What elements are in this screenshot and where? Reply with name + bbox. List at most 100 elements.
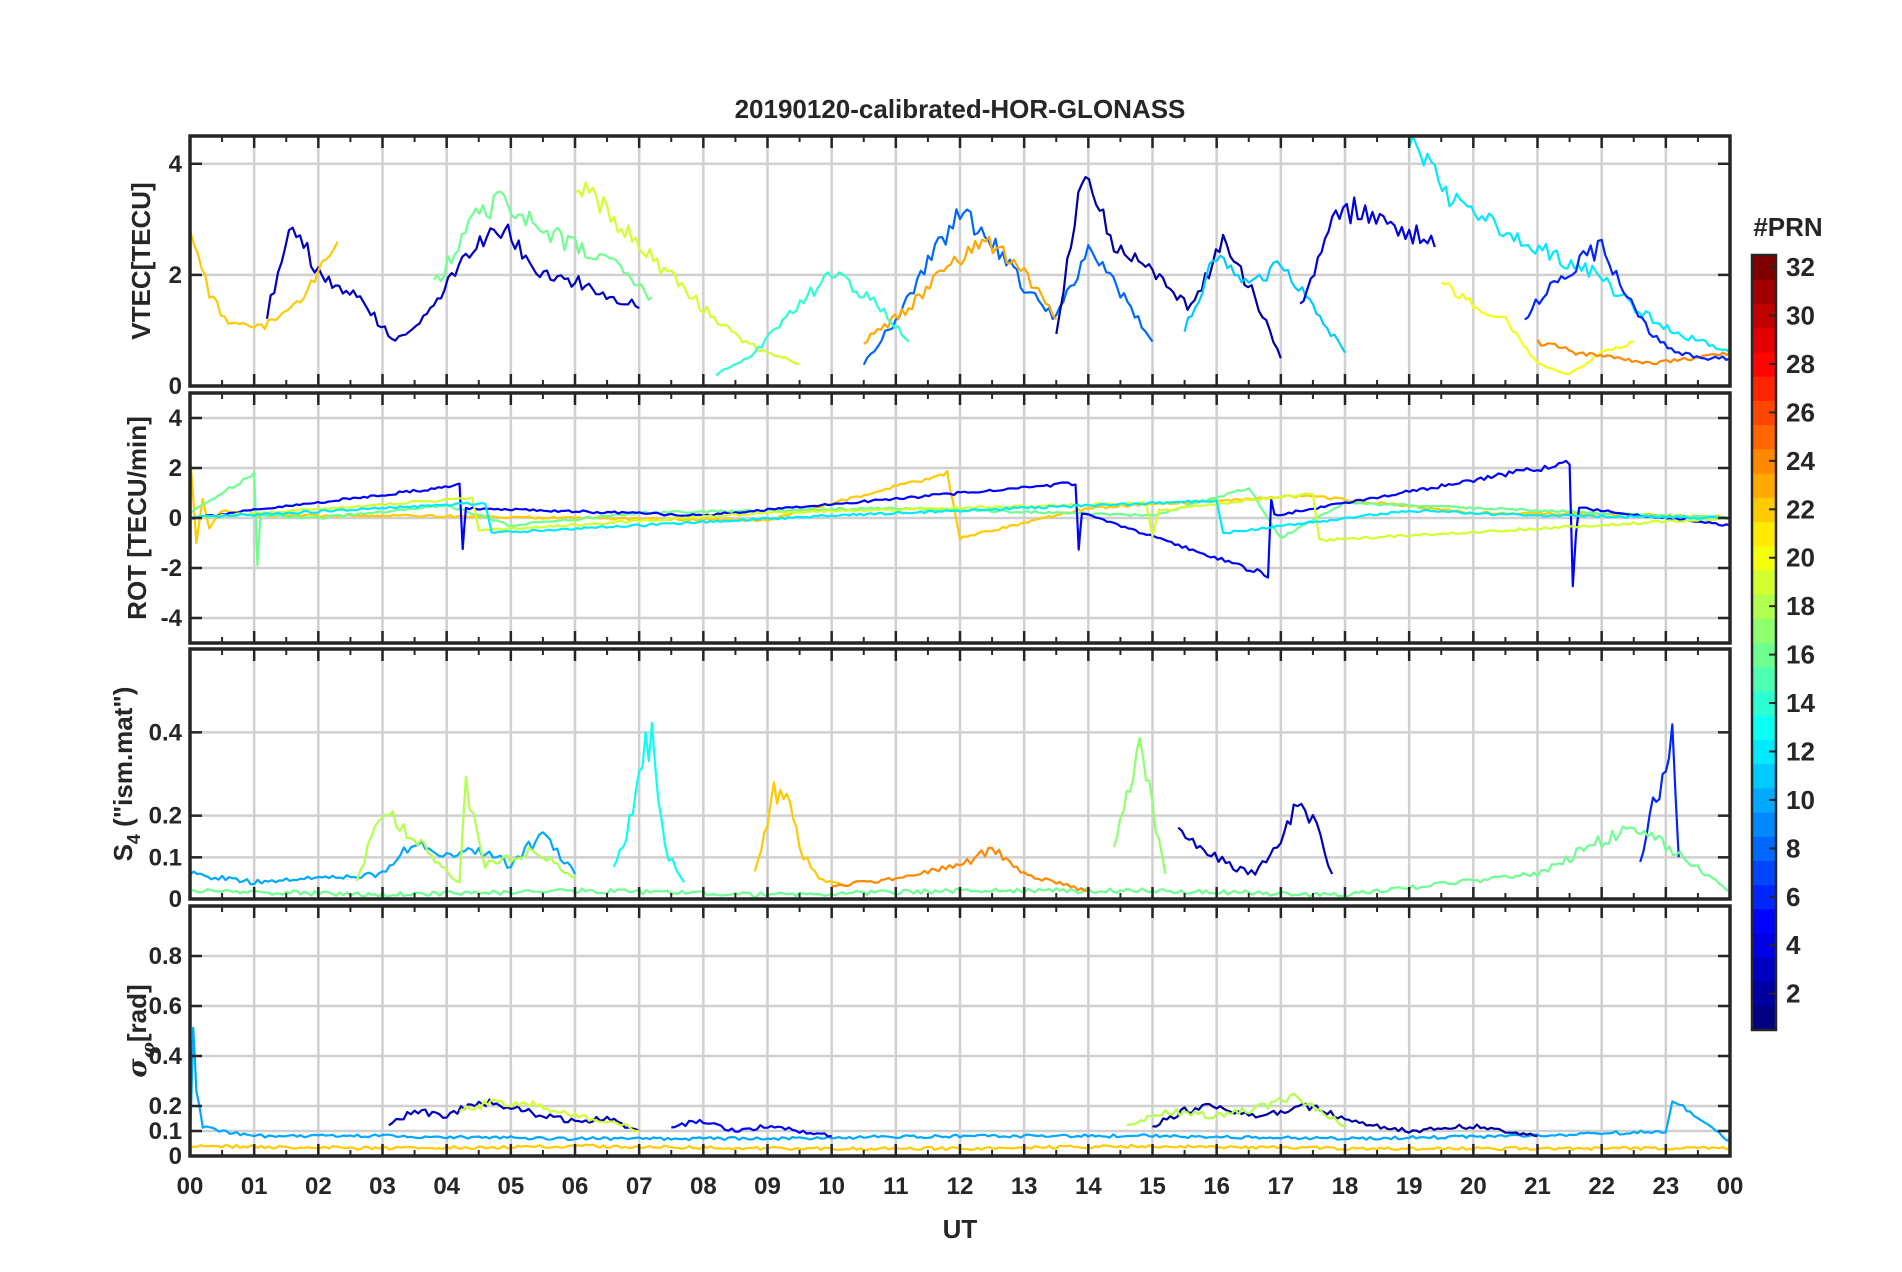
sigma-phi-panel: 00.10.2 0.4 0.6 0.8 σφ[rad] xyxy=(122,904,1732,1170)
rot-frame xyxy=(188,391,1732,645)
x-tick-label: 20 xyxy=(1460,1173,1487,1200)
series-prn-19 xyxy=(189,492,1731,543)
y-tick-label: 0.1 xyxy=(149,1118,182,1145)
colorbar-band xyxy=(1752,279,1776,305)
s4-ylabel: S4 ("ism.mat") xyxy=(108,687,144,862)
colorbar-band xyxy=(1752,763,1776,789)
series-prn-18 xyxy=(355,775,576,884)
y-tick-label: 0.6 xyxy=(149,993,182,1020)
colorbar-band xyxy=(1752,957,1776,983)
series-prn-12 xyxy=(190,499,1731,535)
rot-panel: -4 -2 0 2 4 ROT [TECU/min] xyxy=(122,391,1732,645)
x-tick-label: 03 xyxy=(369,1173,396,1200)
x-tick-label: 23 xyxy=(1652,1173,1679,1200)
series-prn-18 xyxy=(1126,1092,1346,1128)
y-tick-label: 0.2 xyxy=(149,803,182,830)
y-tick-label: 0.8 xyxy=(149,943,182,970)
x-tick-label: 00 xyxy=(177,1173,204,1200)
x-tick-label: 12 xyxy=(947,1173,974,1200)
colorbar-tick-label: 10 xyxy=(1786,785,1815,815)
series-prn-11 xyxy=(1183,254,1346,354)
y-tick-label: 0 xyxy=(169,886,182,913)
colorbar-band xyxy=(1752,715,1776,740)
sigma-phi-frame xyxy=(188,904,1732,1158)
colorbar-tick-label: 6 xyxy=(1786,882,1800,912)
series-prn-3 xyxy=(388,1098,640,1132)
series-prn-3 xyxy=(1177,802,1334,876)
y-tick-label: 4 xyxy=(169,151,183,178)
series-prn-22 xyxy=(753,781,846,888)
colorbar-tick-label: 14 xyxy=(1786,688,1815,718)
y-tick-label: 0 xyxy=(169,1143,182,1170)
colorbar-tick-label: 24 xyxy=(1786,446,1815,476)
colorbar-tick-label: 18 xyxy=(1786,591,1815,621)
x-tick-label: 21 xyxy=(1524,1173,1551,1200)
colorbar-band xyxy=(1752,812,1776,837)
colorbar-band xyxy=(1752,908,1776,934)
colorbar-tick-label: 26 xyxy=(1786,397,1815,427)
series-prn-6 xyxy=(1524,238,1731,361)
series-prn-17 xyxy=(1112,736,1167,875)
series-prn-19 xyxy=(459,1098,640,1133)
x-tick-label: 16 xyxy=(1203,1173,1230,1200)
colorbar-tick-label: 12 xyxy=(1786,736,1815,766)
series-prn-12 xyxy=(1408,134,1731,354)
colorbar-tick-label: 16 xyxy=(1786,640,1815,670)
x-tick-label: 05 xyxy=(497,1173,524,1200)
series-prn-24 xyxy=(831,846,1089,892)
x-tick-label: 14 xyxy=(1075,1173,1102,1200)
y-tick-label: 4 xyxy=(169,405,183,432)
x-tick-labels: 00 01 02 03 04 05 06 07 08 09 10 11 12 13 14 15 16 17 18 19… xyxy=(177,1173,1744,1200)
y-tick-label: 0.4 xyxy=(149,1043,183,1070)
vtec-ylabel: VTEC[TECU] xyxy=(126,182,156,339)
series-prn-20 xyxy=(1440,281,1634,376)
y-tick-label: 0.1 xyxy=(149,844,182,871)
colorbar-tick-label: 28 xyxy=(1786,349,1815,379)
series-prn-16 xyxy=(432,190,653,301)
y-tick-label: -2 xyxy=(161,555,182,582)
colorbar-band xyxy=(1752,376,1776,401)
colorbar-band xyxy=(1752,521,1776,547)
series-prn-23 xyxy=(863,235,1058,345)
s4-panel: 0 0.1 0.2 0.4 S4 ("ism.mat") xyxy=(108,647,1732,913)
colorbar-title: #PRN xyxy=(1753,212,1822,242)
colorbar-band xyxy=(1752,618,1776,644)
x-tick-label: 19 xyxy=(1396,1173,1423,1200)
series-prn-3 xyxy=(265,223,640,342)
y-tick-label: 0.2 xyxy=(149,1093,182,1120)
colorbar-tick-label: 8 xyxy=(1786,833,1800,863)
x-tick-label: 11 xyxy=(883,1173,908,1200)
x-tick-label: 10 xyxy=(818,1173,845,1200)
colorbar-band xyxy=(1752,1005,1776,1031)
x-tick-label: 00 xyxy=(1717,1173,1744,1200)
s4-frame xyxy=(188,647,1732,901)
colorbar-frame xyxy=(1750,253,1778,1032)
colorbar-tick-label: 20 xyxy=(1786,543,1815,573)
series-prn-2 xyxy=(1152,1102,1538,1138)
y-tick-label: -4 xyxy=(161,605,183,632)
colorbar-band xyxy=(1752,666,1776,692)
series-prn-2 xyxy=(1055,176,1282,359)
x-axis-label: UT xyxy=(943,1214,978,1244)
series-prn-10 xyxy=(189,831,576,886)
y-tick-label: 0.4 xyxy=(149,719,183,746)
series-prn-22 xyxy=(188,230,339,331)
colorbar-tick-label: 4 xyxy=(1786,930,1801,960)
figure-title: 20190120-calibrated-HOR-GLONASS xyxy=(735,94,1186,124)
series-prn-14 xyxy=(715,271,910,377)
colorbar-tick-label: 32 xyxy=(1786,252,1815,282)
series-prn-10 xyxy=(188,1026,1731,1143)
colorbar-band xyxy=(1752,327,1776,353)
colorbar-band xyxy=(1752,472,1776,498)
x-tick-label: 18 xyxy=(1332,1173,1359,1200)
x-tick-label: 17 xyxy=(1267,1173,1294,1200)
series-prn-13 xyxy=(612,721,686,883)
colorbar-band xyxy=(1752,860,1776,886)
x-tick-label: 01 xyxy=(241,1173,268,1200)
series-prn-5 xyxy=(189,459,1731,588)
y-tick-label: 0 xyxy=(169,373,182,400)
x-tick-label: 09 xyxy=(754,1173,781,1200)
x-tick-label: 02 xyxy=(305,1173,332,1200)
